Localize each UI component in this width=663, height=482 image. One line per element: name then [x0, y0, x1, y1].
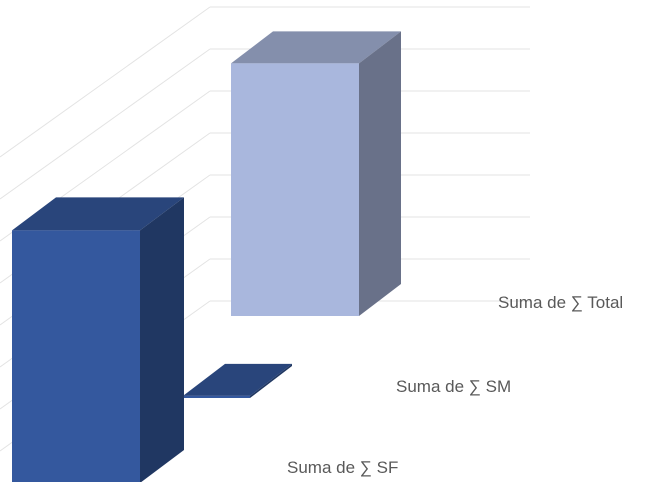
category-label-sm: Suma de ∑ SM — [396, 377, 511, 396]
bar-sf — [12, 197, 184, 482]
gridline-side — [0, 48, 211, 200]
bar-total — [231, 31, 401, 317]
bar-sm-top — [183, 363, 292, 396]
bar-sm-front — [183, 395, 250, 398]
bars — [12, 31, 401, 482]
bar-sf-side — [140, 197, 184, 482]
bar-total-side — [359, 31, 401, 317]
gridline-side — [0, 6, 211, 158]
bar-total-front — [231, 63, 359, 317]
category-labels: Suma de ∑ Total Suma de ∑ SM Suma de ∑ S… — [287, 293, 623, 477]
category-label-total: Suma de ∑ Total — [498, 293, 623, 312]
category-label-sf: Suma de ∑ SF — [287, 458, 398, 477]
bar-total-top — [231, 31, 401, 64]
bar-sm — [183, 363, 292, 398]
bar-sm-side — [250, 363, 292, 398]
bar-sf-front — [12, 230, 140, 482]
bar-sf-top — [12, 197, 184, 231]
